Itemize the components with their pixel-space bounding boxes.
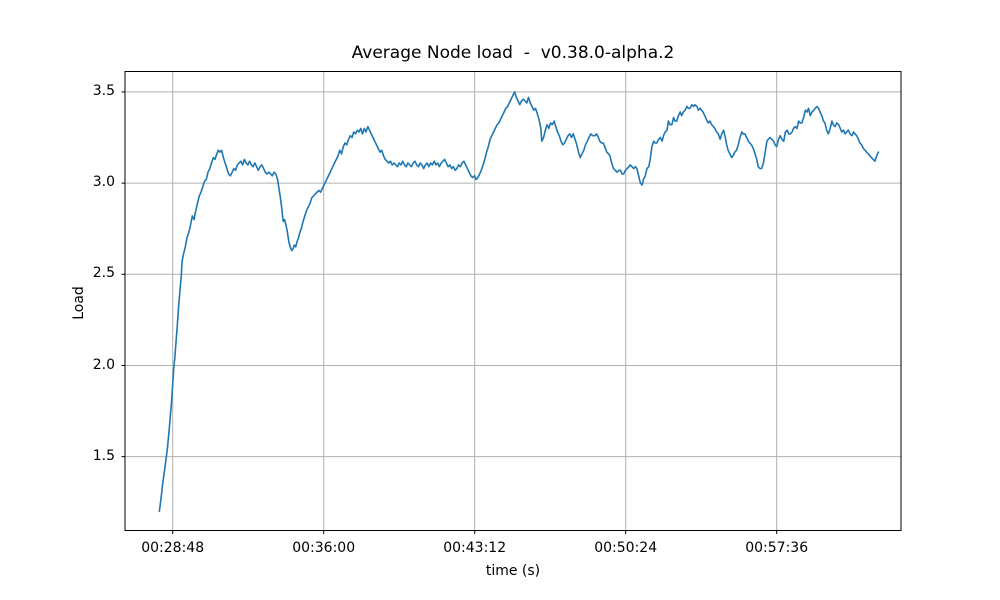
y-tick-label: 2.5 [92, 265, 115, 282]
y-tick-label: 3.0 [92, 174, 115, 191]
x-axis-label: time (s) [485, 563, 541, 579]
x-tick-label: 00:36:00 [292, 540, 356, 556]
x-tick-label: 00:57:36 [745, 540, 809, 556]
load-line [158, 91, 880, 513]
x-tick-label: 00:28:48 [141, 540, 205, 556]
y-tick-label: 3.5 [92, 82, 115, 99]
y-tick-label: 2.0 [92, 356, 115, 373]
x-tick-label: 00:50:24 [594, 540, 658, 556]
plot-border [124, 71, 902, 531]
y-tick-label: 1.5 [92, 447, 115, 464]
chart-title: Average Node load - v0.38.0-alpha.2 [351, 43, 675, 63]
x-tick-label: 00:43:12 [443, 540, 507, 556]
